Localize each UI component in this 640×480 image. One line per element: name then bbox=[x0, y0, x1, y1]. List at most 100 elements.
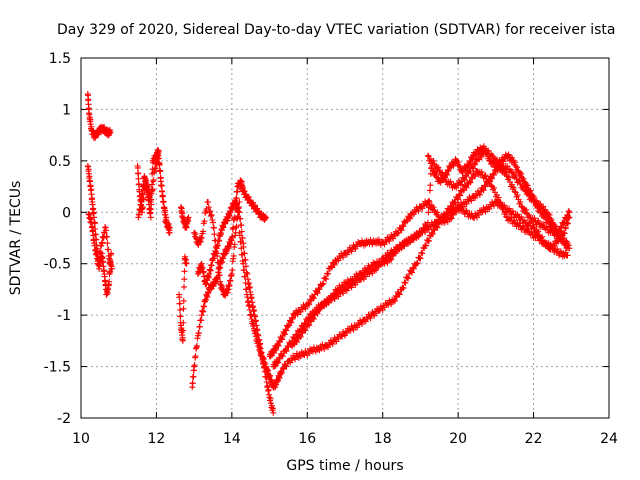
data-point bbox=[469, 175, 476, 182]
data-point bbox=[288, 319, 295, 326]
data-point bbox=[386, 253, 393, 260]
data-point bbox=[425, 153, 432, 160]
data-point bbox=[554, 246, 561, 253]
data-point bbox=[399, 222, 406, 229]
data-point bbox=[134, 164, 141, 171]
data-point bbox=[373, 267, 380, 274]
data-point bbox=[514, 164, 521, 171]
data-point bbox=[89, 201, 96, 208]
data-point bbox=[210, 224, 217, 231]
data-point bbox=[423, 242, 430, 249]
data-point bbox=[427, 160, 434, 167]
data-point bbox=[419, 250, 426, 257]
data-point bbox=[543, 240, 550, 247]
data-point bbox=[190, 373, 197, 380]
data-point bbox=[180, 319, 187, 326]
data-point bbox=[208, 211, 215, 218]
data-point bbox=[400, 223, 407, 230]
y-tick-label: -0.5 bbox=[44, 257, 71, 273]
data-point bbox=[148, 196, 155, 203]
data-point bbox=[518, 170, 525, 177]
data-point bbox=[431, 208, 438, 214]
data-point bbox=[388, 256, 395, 263]
data-point bbox=[488, 182, 495, 189]
data-point bbox=[160, 199, 167, 206]
data-point bbox=[246, 301, 253, 308]
data-point bbox=[375, 263, 381, 270]
data-point bbox=[470, 165, 477, 172]
data-point bbox=[243, 286, 250, 293]
data-point bbox=[320, 280, 327, 287]
series-track-l bbox=[266, 197, 573, 360]
data-point bbox=[407, 215, 414, 222]
data-point bbox=[420, 224, 427, 231]
series-track-b bbox=[84, 163, 115, 298]
data-point bbox=[180, 297, 187, 304]
data-point bbox=[275, 342, 282, 349]
data-point bbox=[229, 233, 236, 240]
data-point bbox=[136, 211, 143, 218]
data-point bbox=[516, 169, 523, 176]
data-point bbox=[428, 229, 435, 236]
data-point bbox=[298, 328, 305, 335]
data-point bbox=[276, 354, 282, 361]
data-point bbox=[205, 199, 212, 206]
data-point bbox=[455, 196, 462, 203]
data-point bbox=[404, 218, 411, 225]
data-point bbox=[561, 230, 568, 237]
data-point bbox=[540, 203, 547, 210]
data-point bbox=[177, 313, 184, 320]
data-point bbox=[289, 315, 296, 322]
data-point bbox=[242, 256, 249, 263]
data-point bbox=[207, 267, 214, 274]
data-point bbox=[463, 173, 470, 180]
data-point bbox=[406, 214, 413, 221]
data-point bbox=[485, 153, 492, 160]
data-point bbox=[306, 301, 313, 308]
data-point bbox=[302, 305, 309, 312]
data-point bbox=[183, 260, 190, 267]
data-point bbox=[148, 181, 155, 188]
data-point bbox=[469, 156, 476, 163]
data-point bbox=[424, 152, 431, 159]
data-point bbox=[189, 380, 196, 387]
x-tick-label: 22 bbox=[525, 431, 543, 447]
data-point bbox=[246, 307, 253, 313]
data-point bbox=[376, 259, 383, 266]
data-point bbox=[488, 174, 495, 181]
data-point bbox=[395, 229, 402, 236]
chart-title: Day 329 of 2020, Sidereal Day-to-day VTE… bbox=[57, 22, 615, 38]
data-point bbox=[201, 218, 208, 225]
data-point bbox=[104, 240, 111, 247]
data-point bbox=[391, 296, 398, 303]
data-point bbox=[472, 161, 479, 168]
data-point bbox=[474, 168, 480, 175]
data-point bbox=[100, 258, 107, 265]
data-point bbox=[276, 355, 283, 362]
data-point bbox=[481, 182, 488, 189]
data-point bbox=[325, 270, 332, 277]
data-point bbox=[511, 219, 518, 226]
data-point bbox=[278, 369, 285, 376]
data-point bbox=[198, 235, 205, 241]
y-axis-title: SDTVAR / TECUs bbox=[8, 181, 24, 296]
plot-frame bbox=[80, 57, 610, 419]
data-point bbox=[515, 168, 522, 175]
data-point bbox=[377, 260, 384, 267]
data-point bbox=[531, 193, 538, 200]
data-point bbox=[90, 205, 97, 212]
data-point bbox=[425, 238, 432, 245]
data-point bbox=[264, 382, 271, 389]
data-point bbox=[314, 290, 321, 297]
data-point bbox=[200, 268, 207, 275]
data-point bbox=[509, 208, 516, 215]
data-point bbox=[315, 305, 322, 312]
data-point bbox=[415, 233, 422, 240]
data-point bbox=[209, 217, 216, 223]
data-point bbox=[313, 289, 320, 295]
data-point bbox=[310, 295, 317, 302]
grid-layer bbox=[81, 58, 609, 418]
data-point bbox=[468, 155, 475, 162]
data-point bbox=[101, 273, 108, 280]
data-point bbox=[535, 228, 542, 235]
